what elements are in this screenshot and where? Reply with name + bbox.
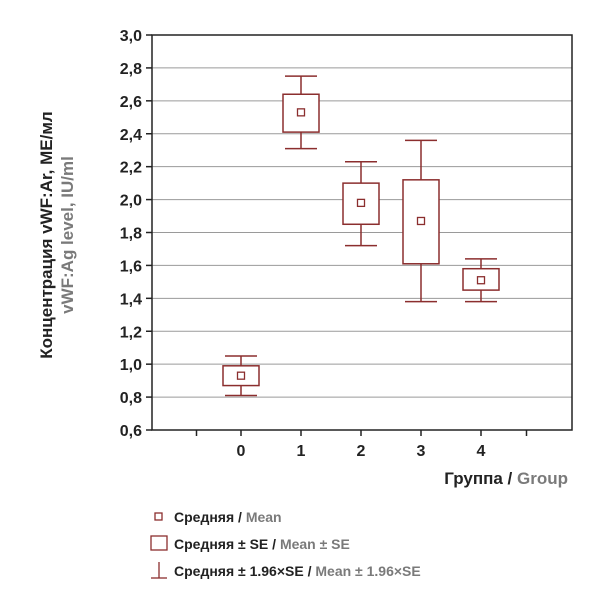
box-group-1 <box>282 75 320 150</box>
y-tick-label: 2,0 <box>120 193 142 210</box>
y-tick-label: 1,8 <box>120 226 142 243</box>
y-tick-label: 2,6 <box>120 94 142 111</box>
y-tick-label: 3,0 <box>120 28 142 45</box>
box-group-3 <box>402 139 440 303</box>
x-tick-label: 1 <box>297 443 306 460</box>
legend-label: Средняя ± SE / Mean ± SE <box>174 536 350 552</box>
y-tick-label: 1,0 <box>120 357 142 374</box>
mean-marker <box>236 371 246 380</box>
plot-frame <box>151 34 573 431</box>
box-group-0 <box>222 355 260 397</box>
legend-label-en: Mean ± 1.96×SE <box>315 563 420 579</box>
legend-se-box <box>150 535 168 551</box>
x-tick-label: 0 <box>237 443 246 460</box>
x-axis-label: Группа / Group <box>444 469 568 488</box>
x-tick-label: 4 <box>477 443 486 460</box>
legend-label-ru: Средняя ± SE / <box>174 536 280 552</box>
legend-label: Средняя / Mean <box>174 509 282 525</box>
y-tick-label: 2,4 <box>120 127 142 144</box>
y-tick-label: 1,6 <box>120 258 142 275</box>
y-axis-label: Концентрация vWF:Ar, МЕ/мл vWF:Ag level,… <box>37 111 77 358</box>
legend-label-ru: Средняя ± 1.96×SE / <box>174 563 315 579</box>
legend-item-mean-marker: Средняя / Mean <box>154 509 282 525</box>
mean-marker <box>356 198 366 208</box>
y-tick-label: 1,2 <box>120 324 142 341</box>
y-tick-label: 1,4 <box>120 291 142 308</box>
y-tick-label: 0,8 <box>120 390 142 407</box>
grid-lines <box>152 67 572 398</box>
legend-label-en: Mean ± SE <box>280 536 350 552</box>
box-group-2 <box>342 160 380 247</box>
y-axis-label-en: vWF:Ag level, IU/ml <box>58 156 77 314</box>
y-tick-label: 0,6 <box>120 423 142 440</box>
y-tick-label: 2,2 <box>120 160 142 177</box>
legend-item-se-box: Средняя ± SE / Mean ± SE <box>150 535 350 552</box>
box-group-4 <box>462 258 500 303</box>
mean-marker <box>416 216 426 226</box>
x-axis-ticks: 0 1 2 3 4 <box>195 430 528 460</box>
x-axis-label-ru: Группа / <box>444 469 517 488</box>
mean-marker <box>476 276 486 285</box>
box-series <box>222 75 500 397</box>
legend-mean-marker <box>154 512 163 521</box>
mean-marker <box>296 108 306 117</box>
y-axis-ticks: 0,6 0,8 1,0 1,2 1,4 1,6 1,8 2,0 2,2 2,4 2,6 2,8 3,0 <box>120 28 152 440</box>
legend-label: Средняя ± 1.96×SE / Mean ± 1.96×SE <box>174 563 421 579</box>
x-tick-label: 3 <box>417 443 426 460</box>
x-axis-label-en: Group <box>517 469 568 488</box>
y-tick-label: 2,8 <box>120 61 142 78</box>
legend-label-en: Mean <box>246 509 282 525</box>
x-tick-label: 2 <box>357 443 366 460</box>
y-axis-label-ru: Концентрация vWF:Ar, МЕ/мл <box>37 111 56 358</box>
legend-label-ru: Средняя / <box>174 509 246 525</box>
legend-item-ci-whisker: Средняя ± 1.96×SE / Mean ± 1.96×SE <box>151 562 421 579</box>
